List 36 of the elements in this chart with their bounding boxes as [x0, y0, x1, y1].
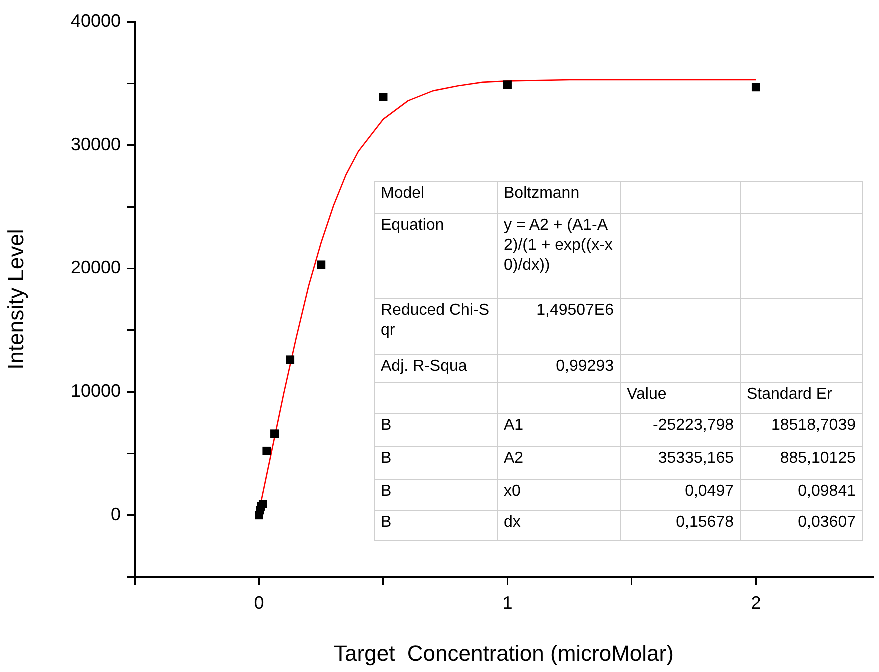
- x-tick-label: 0: [254, 592, 264, 613]
- y-tick-label: 40000: [70, 10, 121, 31]
- annotation: B: [381, 450, 392, 467]
- y-axis-title: Intensity Level: [3, 229, 28, 370]
- annotation: x0: [504, 483, 521, 500]
- annotation: A2: [504, 450, 524, 467]
- x-axis-title: Target Concentration (microMolar): [334, 640, 674, 666]
- annotation: 35335,165: [658, 450, 734, 467]
- annotation: 18518,7039: [771, 417, 856, 434]
- annotation: Equation: [381, 217, 444, 234]
- annotation: dx: [504, 514, 521, 531]
- annotation: 0,0497: [685, 483, 734, 500]
- annotation: 0,15678: [676, 514, 734, 531]
- annotation: y = A2 + (A1-A2)/(1 + exp((x-x0)/dx)): [504, 217, 613, 274]
- y-tick-label: 10000: [70, 380, 121, 401]
- annotation: B: [381, 483, 392, 500]
- y-tick-label: 30000: [70, 134, 121, 154]
- annotation: B: [381, 417, 392, 434]
- annotation: Standard Er: [747, 386, 832, 403]
- annotation: Reduced Chi-Sqr: [381, 302, 490, 339]
- annotation: 0,03607: [798, 514, 856, 531]
- x-tick-label: 1: [502, 592, 513, 613]
- annotation: Adj. R-Squa: [381, 358, 468, 375]
- annotation: 885,10125: [780, 450, 856, 467]
- x-tick-label: 2: [751, 592, 762, 613]
- annotation: -25223,798: [653, 417, 734, 434]
- y-tick-label: 20000: [70, 258, 121, 278]
- annotation: Boltzmann: [504, 185, 580, 202]
- y-tick-label: 0: [110, 504, 121, 524]
- annotation: 0,99293: [556, 358, 614, 375]
- annotation: B: [381, 514, 392, 531]
- annotation: 1,49507E6: [536, 302, 614, 319]
- annotation: 0,09841: [798, 483, 856, 500]
- annotation: A1: [504, 417, 524, 434]
- annotation: Model: [381, 185, 425, 202]
- annotation: Value: [627, 386, 667, 403]
